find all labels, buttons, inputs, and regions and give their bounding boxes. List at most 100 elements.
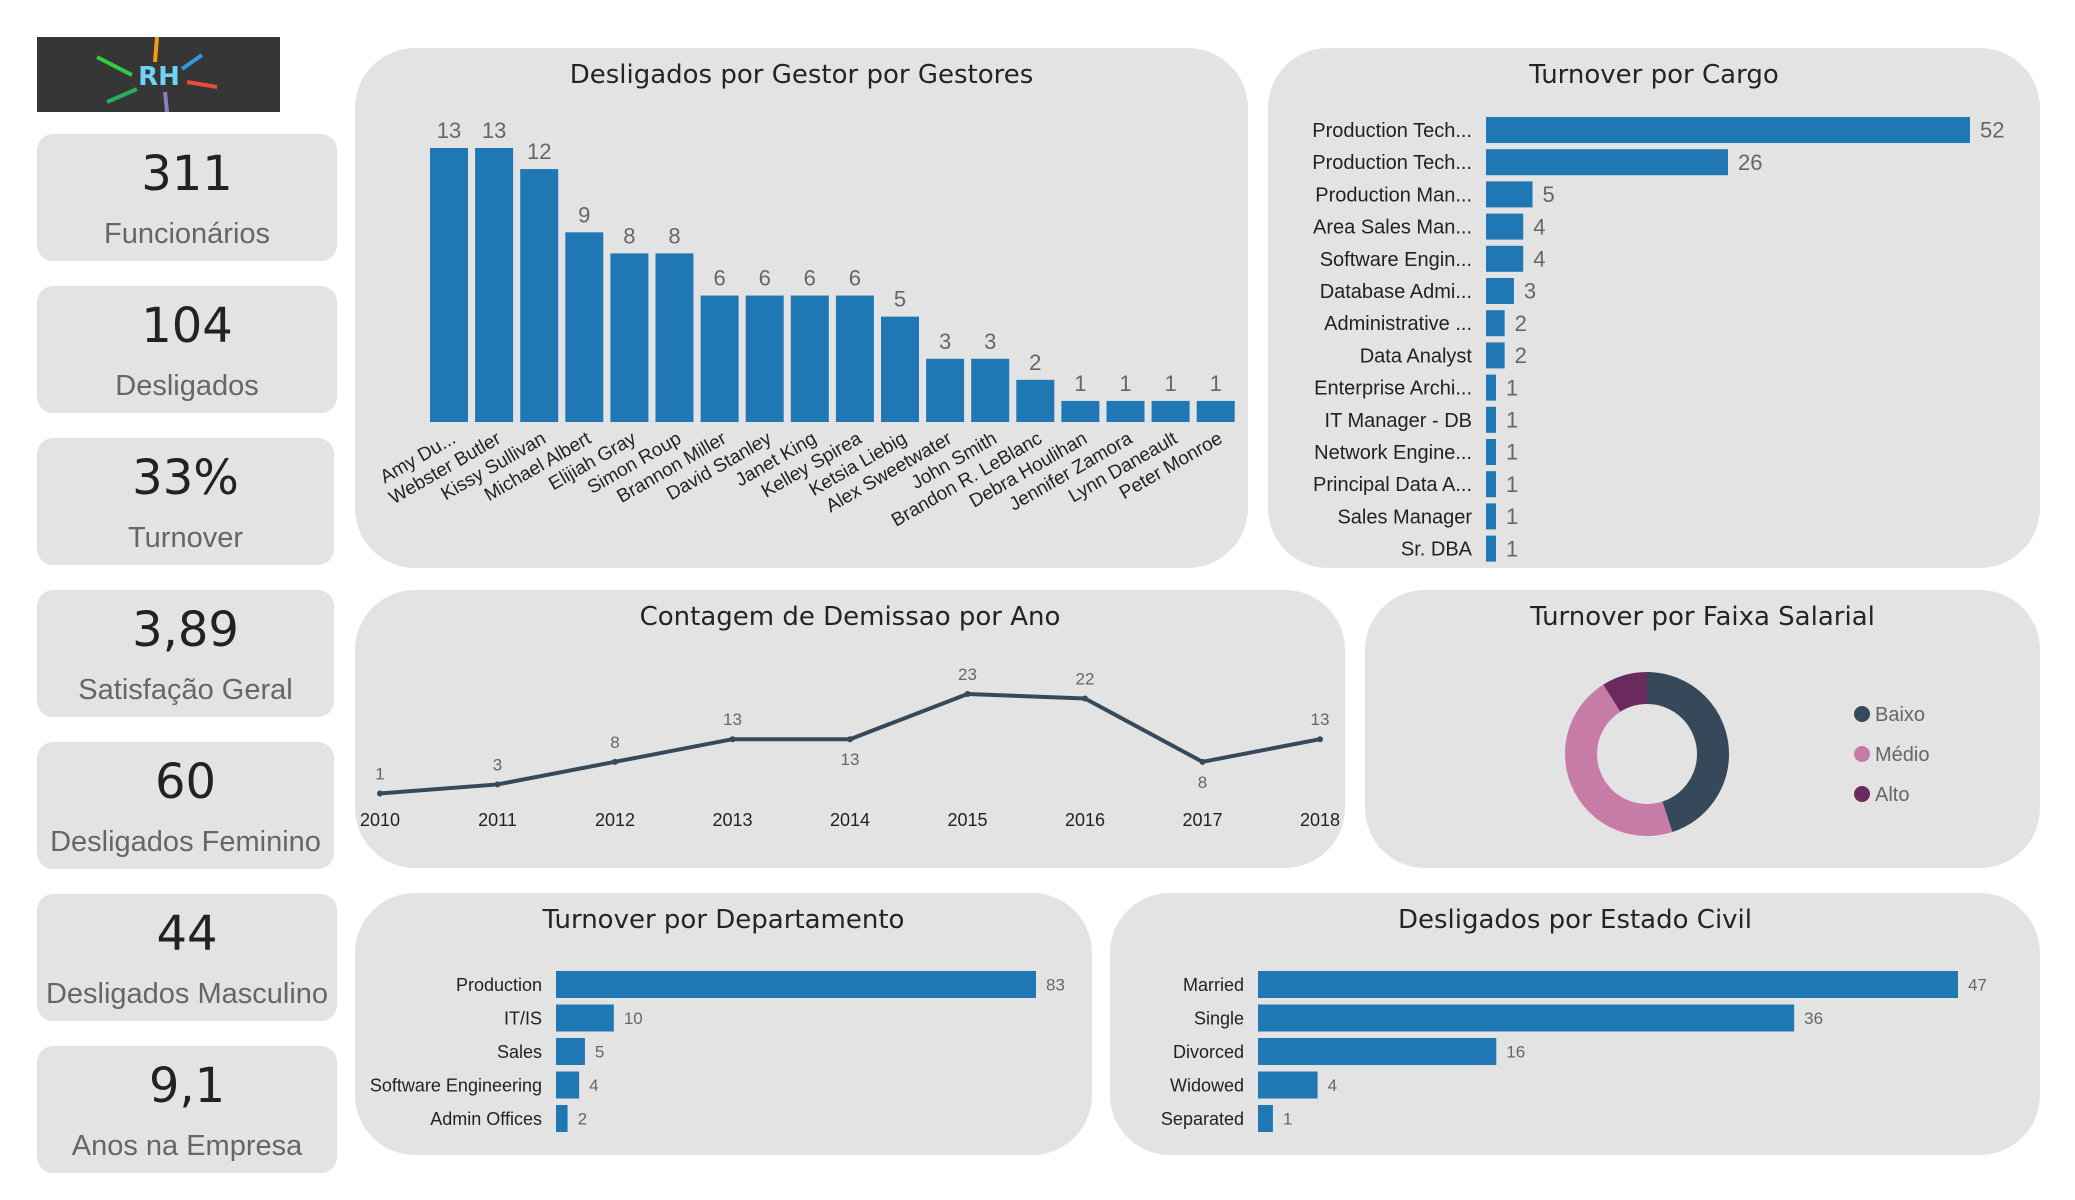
data-label: 1 <box>1283 1109 1292 1128</box>
category-label: Software Engineering <box>370 1075 542 1095</box>
pie-slice[interactable] <box>1565 672 1729 836</box>
bar[interactable] <box>971 358 1010 422</box>
kpi-label: Turnover <box>128 522 243 554</box>
bar[interactable] <box>556 1105 568 1132</box>
bar[interactable] <box>1486 342 1505 369</box>
data-label: 2 <box>1029 350 1041 375</box>
kpi-label: Desligados <box>115 370 259 402</box>
bar[interactable] <box>1486 149 1728 176</box>
bar[interactable] <box>1486 278 1514 304</box>
series-line <box>379 692 1321 796</box>
kpi-value: 44 <box>156 906 218 962</box>
data-point[interactable] <box>1317 736 1323 743</box>
bar[interactable] <box>565 232 604 422</box>
bar[interactable] <box>556 1071 580 1099</box>
legend-swatch <box>1854 746 1870 762</box>
kpi-desligados: 104 Desligados <box>37 286 337 413</box>
x-tick-label: 2016 <box>1065 810 1105 830</box>
data-label: 1 <box>1074 371 1086 396</box>
bar[interactable] <box>1258 1004 1795 1032</box>
data-label: 2 <box>1515 311 1527 336</box>
data-label: 6 <box>804 266 816 291</box>
bar[interactable] <box>1486 439 1496 465</box>
kpi-funcionarios: 311 Funcionários <box>37 134 337 261</box>
data-point[interactable] <box>612 758 618 765</box>
bar[interactable] <box>790 295 829 422</box>
bar[interactable] <box>520 169 559 422</box>
bar[interactable] <box>1486 471 1496 498</box>
bar[interactable] <box>1151 400 1190 422</box>
bar[interactable] <box>1061 400 1100 422</box>
category-label: Admin Offices <box>430 1109 542 1129</box>
data-label: 13 <box>841 750 860 769</box>
data-point[interactable] <box>729 736 736 743</box>
bar[interactable] <box>610 253 649 422</box>
category-label: Single <box>1194 1008 1244 1028</box>
bar[interactable] <box>1486 213 1524 240</box>
bar[interactable] <box>556 1004 614 1032</box>
data-point[interactable] <box>1199 758 1206 765</box>
bar[interactable] <box>1486 310 1505 337</box>
bar[interactable] <box>430 148 468 422</box>
bar[interactable] <box>1016 379 1055 422</box>
bar[interactable] <box>475 148 514 422</box>
kpi-value: 104 <box>141 298 233 354</box>
data-point[interactable] <box>964 691 971 697</box>
rh-logo: RH <box>37 37 280 112</box>
bar[interactable] <box>1196 400 1235 422</box>
bar[interactable] <box>1486 503 1496 530</box>
bar[interactable] <box>1486 117 1970 143</box>
category-label: Area Sales Man... <box>1313 217 1472 239</box>
bar[interactable] <box>1258 1071 1318 1099</box>
bar[interactable] <box>881 316 919 422</box>
data-point[interactable] <box>377 790 383 797</box>
data-label: 6 <box>713 266 725 291</box>
bar[interactable] <box>556 971 1036 998</box>
bar[interactable] <box>1486 181 1533 208</box>
category-label: Network Engine... <box>1314 442 1472 464</box>
bar[interactable] <box>700 295 739 422</box>
data-label: 12 <box>527 139 551 164</box>
data-label: 16 <box>1506 1042 1525 1061</box>
bar[interactable] <box>1486 535 1496 562</box>
bar[interactable] <box>1106 400 1145 422</box>
bar[interactable] <box>1486 374 1496 401</box>
data-label: 1 <box>1506 504 1518 529</box>
bar[interactable] <box>926 358 965 422</box>
bar[interactable] <box>556 1038 585 1065</box>
data-label: 1 <box>1210 371 1222 396</box>
data-label: 83 <box>1046 975 1065 994</box>
category-label: IT Manager - DB <box>1325 410 1472 432</box>
data-point[interactable] <box>1082 695 1088 702</box>
bar[interactable] <box>655 253 694 422</box>
data-label: 1 <box>1506 440 1518 465</box>
data-label: 13 <box>482 118 506 143</box>
bar[interactable] <box>1258 971 1958 998</box>
chart-departamento: Production 83 IT/IS 10 Sales 5 Software Engine… <box>370 971 1065 1132</box>
bar[interactable] <box>1258 1105 1273 1132</box>
kpi-desligados-feminino: 60 Desligados Feminino <box>37 742 334 869</box>
data-label: 5 <box>595 1042 604 1061</box>
chart-civil: Married 47 Single 36 Divorced 16 Widowed 4 Separ… <box>1161 971 1987 1132</box>
data-label: 6 <box>759 266 771 291</box>
pie-slice[interactable] <box>1565 672 1729 836</box>
data-label: 36 <box>1804 1009 1823 1028</box>
x-tick-label: 2015 <box>947 810 987 830</box>
kpi-anos-empresa: 9,1 Anos na Empresa <box>37 1046 337 1173</box>
data-label: 4 <box>1533 214 1545 239</box>
bar[interactable] <box>1258 1038 1497 1065</box>
data-label: 26 <box>1738 150 1762 175</box>
category-label: Married <box>1183 975 1244 995</box>
data-label: 3 <box>1524 279 1536 304</box>
bar[interactable] <box>745 295 784 422</box>
bar[interactable] <box>835 295 874 422</box>
panel-departamento: Turnover por Departamento Production 83 IT… <box>355 893 1092 1155</box>
data-label: 1 <box>1119 371 1131 396</box>
data-point[interactable] <box>847 736 853 743</box>
bar[interactable] <box>1486 406 1496 433</box>
data-label: 1 <box>1506 375 1518 400</box>
data-point[interactable] <box>494 781 501 788</box>
bar[interactable] <box>1486 245 1524 272</box>
legend-swatch <box>1854 706 1870 722</box>
chart-faixa: Baixo Médio Alto <box>1565 672 1929 836</box>
